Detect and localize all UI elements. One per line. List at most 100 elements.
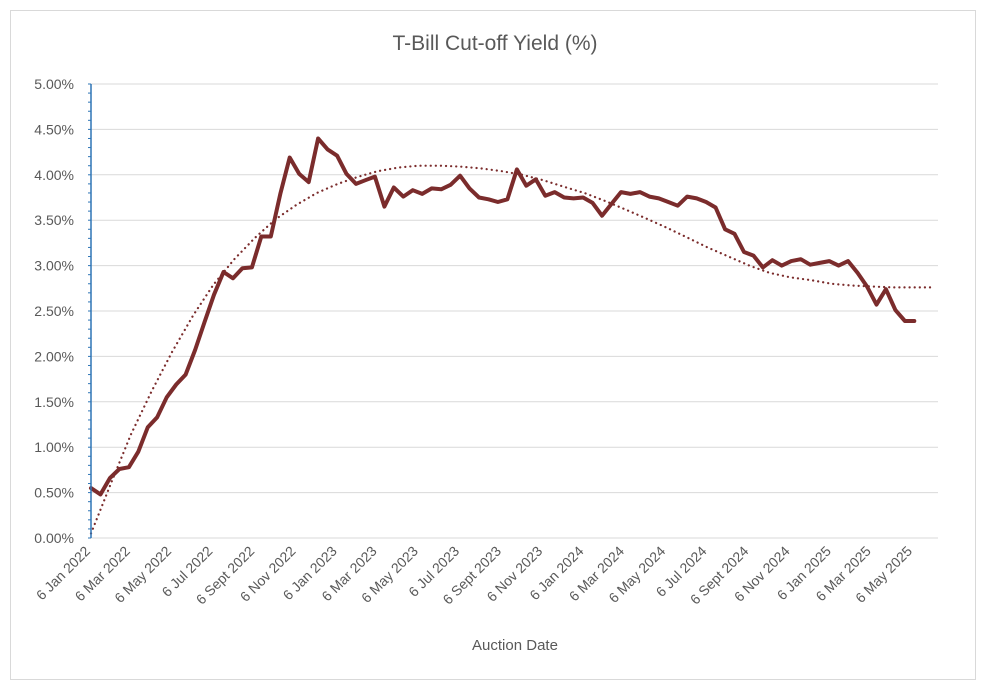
yield-data-point [827,259,831,263]
yield-data-point [553,190,557,194]
yield-data-point [203,320,207,324]
yield-data-point [184,373,188,377]
yield-data-point [657,196,661,200]
yield-data-point [326,147,330,151]
y-tick-label: 3.00% [34,258,74,274]
y-tick-label: 2.50% [34,303,74,319]
yield-data-point [638,190,642,194]
y-tick-label: 1.50% [34,394,74,410]
yield-data-point [240,266,244,270]
y-tick-label: 2.00% [34,348,74,364]
yield-data-point [628,192,632,196]
yield-data-point [723,227,727,231]
series-layer [89,136,936,535]
yield-data-point [600,214,604,218]
yield-data-point [893,308,897,312]
yield-data-point [468,186,472,190]
yield-data-point [382,205,386,209]
yield-data-point [231,276,235,280]
yield-data-point [288,156,292,160]
yield-data-point [704,200,708,204]
yield-data-point [392,186,396,190]
yield-data-point [856,271,860,275]
y-axis-tick-labels: 0.00% 0.50% 1.00% 1.50% 2.00% 2.50% 3.00% 3.50%… [34,76,74,546]
yield-data-point [751,254,755,258]
yield-data-point [278,192,282,196]
yield-data-point [354,182,358,186]
yield-data-point [477,196,481,199]
y-tick-label: 4.00% [34,167,74,183]
yield-data-point [439,187,443,191]
chart-title: T-Bill Cut-off Yield (%) [392,32,597,55]
yield-data-point [742,250,746,254]
yield-data-point [515,167,519,171]
yield-data-point [127,465,131,469]
yield-data-point [496,200,500,204]
yield-data-point [846,259,850,263]
yield-data-point [818,261,822,265]
yield-data-point [714,205,718,209]
yield-data-point [345,172,349,176]
yield-data-point [733,232,737,236]
yield-data-point [108,476,112,480]
yield-data-point [770,258,774,262]
gridlines [91,83,938,539]
y-tick-label: 0.50% [34,485,74,501]
yield-data-point [250,265,254,269]
y-tick-label: 1.00% [34,439,74,455]
yield-series-line [89,136,917,497]
yield-data-point [335,154,339,158]
axis-layer [88,83,92,539]
yield-data-point [619,190,623,194]
yield-data-point [297,172,301,176]
yield-data-point [307,180,311,184]
yield-data-point [865,284,869,288]
yield-data-point [411,188,415,192]
yield-data-point [373,175,377,179]
yield-data-point [486,197,490,201]
yield-data-point [884,287,888,291]
yield-data-point [117,467,121,471]
yield-data-point [174,383,178,387]
yield-data-point [543,194,547,198]
yield-data-point [524,184,528,188]
yield-data-point [647,195,651,199]
yield-data-point [666,200,670,204]
yield-data-point [458,174,462,178]
yield-data-point [808,263,812,267]
yield-data-point [903,319,907,323]
yield-data-point [363,178,367,182]
yield-data-point [420,192,424,196]
yield-data-point [789,259,793,263]
yield-data-point [136,450,140,454]
yield-data-point [562,196,566,199]
yield-data-point [212,293,216,297]
yield-data-point [685,195,689,199]
yield-data-point [155,415,159,419]
yield-data-point [780,264,784,268]
y-tick-label: 5.00% [34,76,74,92]
yield-data-point [316,136,320,140]
yield-data-point [98,492,102,496]
trendline-series [89,164,936,535]
yield-data-point [874,303,878,307]
yield-data-point [146,425,150,429]
yield-data-point [401,195,405,199]
yield-data-point [193,348,197,352]
yield-data-point [799,257,803,261]
yield-data-point [837,264,841,268]
yield-data-point [259,235,263,239]
yield-data-point [165,395,169,399]
y-tick-label: 0.00% [34,530,74,546]
yield-data-point [430,186,434,190]
y-tick-label: 3.50% [34,212,74,228]
yield-data-point [610,202,614,206]
yield-data-point [676,204,680,208]
chart-frame [10,10,976,680]
yield-data-point [269,235,273,239]
y-tick-label: 4.50% [34,121,74,137]
yield-data-point [449,183,453,187]
yield-data-point [591,201,595,205]
